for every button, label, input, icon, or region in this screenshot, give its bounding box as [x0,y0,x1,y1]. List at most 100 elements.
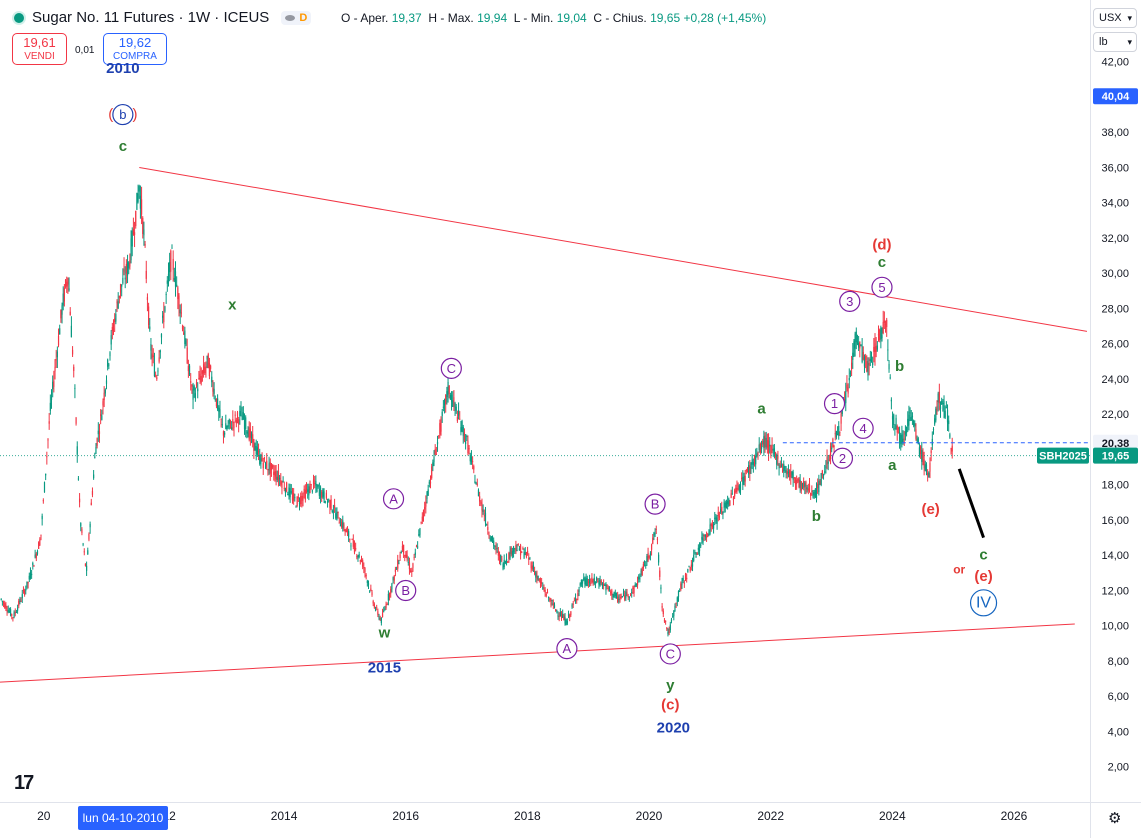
candle-body [634,584,636,587]
candle-body [45,473,47,476]
candle-body [21,594,23,599]
candle-body [911,415,914,418]
candle-body [384,608,386,610]
candle-body [596,577,598,581]
candle-body [329,500,331,508]
wave-label: a [757,400,766,417]
candle-body [493,540,495,546]
candle-body [259,454,261,464]
candle-body [275,471,277,480]
candle-body [894,428,896,430]
candle-body [905,427,908,433]
candle-body [502,564,504,569]
candle-body [304,489,306,500]
symbol-title[interactable]: Sugar No. 11 Futures · 1W · ICEUS [32,9,270,26]
candle-body [781,469,784,473]
candle-body [592,580,594,582]
candle-body [388,593,391,598]
candle-body [393,575,395,581]
candle-body [241,415,243,421]
candle-body [559,611,561,617]
candle-body [90,502,92,506]
candle-body [611,590,613,596]
candle-body [862,352,864,360]
candle-body [172,258,174,270]
candle-body [842,404,845,407]
candle-body [364,567,366,573]
candle-body [801,483,804,486]
candle-body [695,555,697,558]
candle-body [600,580,602,584]
candle-body [908,414,910,426]
wave-label: 5 [878,280,885,295]
candle-body [222,431,225,436]
candle-body [143,229,145,236]
tradingview-logo[interactable]: 17 [14,772,34,794]
candle-body [420,521,422,523]
ohlc-open-value: 19,37 [391,11,422,25]
candle-body [549,598,551,601]
candle-body [171,247,173,249]
symbol-info[interactable]: Sugar No. 11 Futures · 1W · ICEUS D [12,9,312,26]
currency-select[interactable]: USX ▾ [1093,8,1137,28]
candle-body [238,419,240,425]
candle-body [419,528,421,535]
candle-body [467,440,469,454]
candle-body [636,581,639,586]
candle-body [772,448,774,451]
candle-body [117,301,119,309]
candle-body [291,495,294,501]
gear-icon[interactable]: ⚙ [1108,810,1122,827]
candle-body [116,301,118,304]
candle-body [517,543,519,546]
candle-body [206,355,208,360]
sell-button[interactable]: 19,61 VENDI [12,33,67,65]
candle-body [170,250,172,272]
candle-body [925,464,928,472]
candle-body [503,559,505,568]
candle-body [693,555,695,561]
candle-body [655,528,657,530]
candle-body [412,563,414,568]
candle-body [153,363,156,377]
time-axis[interactable] [0,802,1090,838]
candle-body [680,583,682,590]
candle-body [54,366,56,372]
candle-body [242,412,244,420]
candle-body [460,427,462,432]
candle-body [457,410,460,416]
candle-body [874,343,876,357]
candle-body [806,487,808,490]
ohlc-legend: O - Aper. 19,37 H - Max. 19,94 L - Min. … [341,11,766,25]
wave-label: x [228,296,237,313]
candle-body [914,423,916,427]
candle-body [841,410,843,415]
candle-body [213,388,215,394]
candle-body [510,547,512,554]
eye-icon[interactable] [285,14,296,21]
candle-body [821,470,823,475]
candle-body [676,597,678,602]
price-axis[interactable] [1090,0,1141,802]
candle-body [848,377,850,381]
candle-body [91,491,94,495]
candle-body [672,616,674,618]
candle-body [904,431,907,435]
candle-body [274,471,276,477]
candle-body [856,341,859,345]
candle-body [138,186,140,192]
candle-body [734,490,736,497]
candle-body [606,585,608,587]
unit-select[interactable]: lb ▾ [1093,32,1137,52]
candle-body [870,357,873,360]
visibility-toggles[interactable]: D [281,10,312,25]
buy-button[interactable]: 19,62 COMPRA [103,33,167,65]
candle-body [881,334,883,339]
candle-body [921,450,923,462]
candle-body [824,471,826,473]
candle-body [128,262,130,269]
candle-body [370,588,372,591]
candle-body [20,600,22,602]
candle-body [923,459,925,469]
